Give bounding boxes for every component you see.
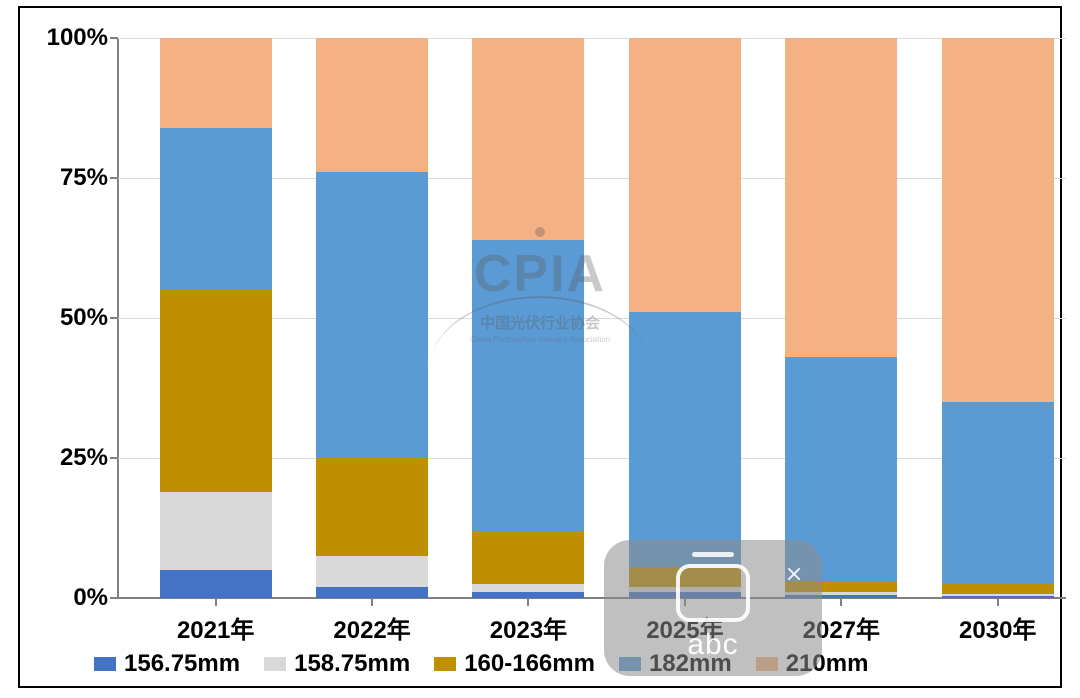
x-tick-label: 2022年	[333, 610, 410, 645]
drag-handle-icon[interactable]	[692, 552, 734, 557]
bar-segment	[316, 587, 428, 598]
bar-segment	[472, 38, 584, 240]
input-mode-icon[interactable]	[676, 564, 750, 622]
x-tick	[215, 598, 217, 606]
y-tick	[110, 317, 118, 319]
bar-segment	[942, 594, 1054, 596]
bar-segment	[160, 570, 272, 598]
bar-group	[316, 38, 428, 598]
y-tick	[110, 37, 118, 39]
y-tick-label: 100%	[28, 24, 108, 52]
ime-label: abc	[687, 628, 738, 662]
x-tick-label: 2021年	[177, 610, 254, 645]
x-tick	[371, 598, 373, 606]
bar-segment	[942, 584, 1054, 594]
y-tick	[110, 177, 118, 179]
y-tick-label: 25%	[28, 444, 108, 472]
legend-swatch	[434, 657, 456, 671]
legend-label: 158.75mm	[294, 650, 410, 678]
x-tick	[997, 598, 999, 606]
bar-segment	[316, 172, 428, 458]
bar-segment	[316, 556, 428, 587]
legend-item: 156.75mm	[94, 650, 240, 678]
bar-segment	[160, 492, 272, 570]
bar-segment	[629, 38, 741, 312]
bar-segment	[472, 240, 584, 531]
x-tick	[527, 598, 529, 606]
ime-widget[interactable]: abc	[604, 540, 822, 676]
bar-segment	[629, 312, 741, 567]
legend-item: 160-166mm	[434, 650, 595, 678]
plot-area: 0%25%50%75%100%2021年2022年2023年2025年2027年…	[118, 38, 1066, 598]
x-tick	[840, 598, 842, 606]
bar-segment	[942, 402, 1054, 584]
bar-group	[942, 38, 1054, 598]
legend-swatch	[264, 657, 286, 671]
bar-group	[472, 38, 584, 598]
x-tick-label: 2030年	[959, 610, 1036, 645]
y-tick	[110, 457, 118, 459]
bar-group	[160, 38, 272, 598]
y-tick	[110, 597, 118, 599]
y-tick-label: 0%	[28, 584, 108, 612]
y-tick-label: 50%	[28, 304, 108, 332]
bar-segment	[942, 38, 1054, 402]
legend-item: 158.75mm	[264, 650, 410, 678]
bar-segment	[160, 128, 272, 290]
bar-segment	[316, 38, 428, 172]
legend-label: 160-166mm	[464, 650, 595, 678]
legend-swatch	[94, 657, 116, 671]
legend-label: 156.75mm	[124, 650, 240, 678]
bar-segment	[785, 38, 897, 357]
y-tick-label: 75%	[28, 164, 108, 192]
chart-frame: 0%25%50%75%100%2021年2022年2023年2025年2027年…	[18, 6, 1062, 688]
close-icon[interactable]	[786, 566, 802, 582]
bar-segment	[472, 531, 584, 584]
bar-segment	[160, 38, 272, 128]
bar-segment	[316, 458, 428, 556]
bar-group	[629, 38, 741, 598]
bar-segment	[160, 290, 272, 492]
legend: 156.75mm158.75mm160-166mm182mm210mm	[94, 650, 1074, 678]
bar-segment	[472, 584, 584, 592]
x-tick-label: 2023年	[490, 610, 567, 645]
bar-group	[785, 38, 897, 598]
